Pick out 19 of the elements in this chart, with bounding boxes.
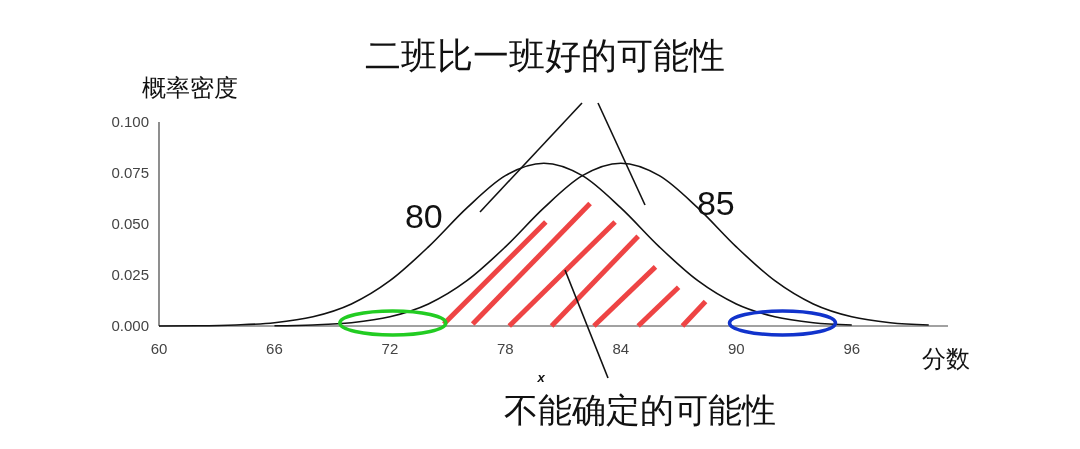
text: 不能确定的可能性 <box>504 391 776 429</box>
x-tick-label: 60 <box>150 340 168 357</box>
series-label: 80 <box>404 197 443 236</box>
x-tick-label: 96 <box>843 340 861 357</box>
y-tick-label: 0.025 <box>111 266 149 283</box>
chart-title: 二班比一班好的可能性 <box>365 35 725 76</box>
x-tick-label: 72 <box>381 340 399 357</box>
x-tick-label: 84 <box>612 340 630 357</box>
x-tick-label: 78 <box>497 340 514 357</box>
x-tick-label: 66 <box>266 340 283 357</box>
y-tick-label: 0.075 <box>111 164 149 181</box>
x-axis-title: 分数 <box>922 345 970 372</box>
y-axis-title: 概率密度 <box>142 74 238 101</box>
x-tick-label: 90 <box>727 340 745 357</box>
text: x <box>536 370 546 385</box>
y-tick-label: 0.100 <box>111 113 149 130</box>
series-label: 85 <box>696 184 735 223</box>
y-tick-label: 0.000 <box>111 317 149 334</box>
y-tick-label: 0.050 <box>111 215 149 232</box>
